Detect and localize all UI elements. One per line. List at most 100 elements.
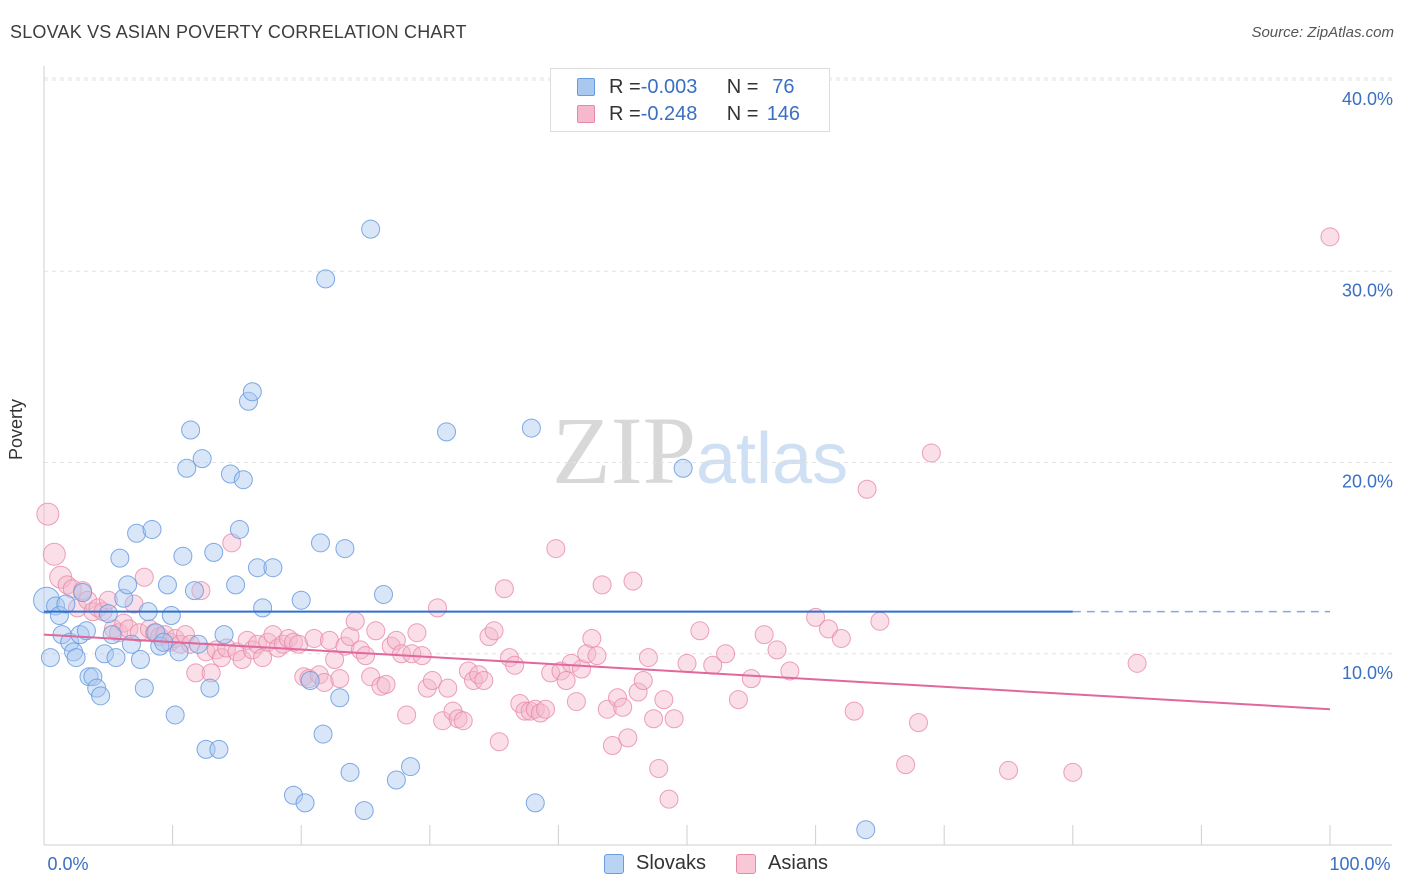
asian-point	[376, 674, 396, 694]
slovak-point	[204, 542, 224, 562]
y-tick-label: 10.0%	[1342, 663, 1393, 683]
slovaks-swatch	[604, 853, 624, 874]
asian-point	[119, 619, 139, 639]
slovak-point	[127, 523, 147, 543]
asian-point	[304, 628, 324, 648]
asian-point	[587, 646, 607, 666]
asian-point	[474, 671, 494, 691]
asian-point	[186, 663, 206, 683]
asian-point	[484, 621, 504, 641]
asian-point	[489, 732, 509, 752]
asian-point	[831, 628, 851, 648]
asian-point	[566, 692, 586, 712]
legend-r-value: -0.248	[640, 102, 698, 125]
asian-point	[458, 661, 478, 681]
slovak-point	[242, 382, 262, 402]
asian-point	[677, 653, 697, 673]
axes	[43, 66, 1392, 846]
slovak-point	[106, 648, 126, 668]
watermark: ZIPatlas	[552, 395, 848, 506]
slovak-point	[181, 420, 201, 440]
legend-row-slovaks: R = -0.003 N = 76	[577, 74, 795, 100]
asian-point	[366, 621, 386, 641]
gridlines	[44, 77, 1392, 655]
y-tick-label: 40.0%	[1342, 89, 1393, 109]
asian-point	[397, 705, 417, 725]
asian-point	[618, 728, 638, 748]
slovak-point	[94, 644, 114, 664]
asian-point	[659, 789, 679, 809]
asians-swatch	[736, 853, 757, 874]
asian-point	[664, 709, 684, 729]
slovak-point	[291, 590, 311, 610]
slovak-point	[169, 642, 189, 662]
asian-point	[134, 567, 154, 587]
legend-n-value: 146	[766, 102, 801, 125]
slovak-point	[316, 269, 336, 289]
asian-point	[242, 640, 262, 660]
asian-point	[780, 661, 800, 681]
asian-point	[908, 713, 928, 733]
asian-point	[556, 671, 576, 691]
slovak-point	[110, 548, 130, 568]
asian-point	[551, 661, 571, 681]
slovak-point	[310, 533, 330, 553]
asian-point	[546, 539, 566, 559]
series-legend-slovaks[interactable]: Slovaks	[604, 852, 706, 875]
slovaks-label: Slovaks	[636, 852, 707, 874]
asian-point	[1320, 227, 1340, 247]
asian-point	[754, 625, 774, 645]
legend-r-label: R =	[609, 75, 641, 98]
slovak-point	[340, 762, 360, 782]
slovak-point	[238, 391, 258, 411]
asian-point	[870, 611, 890, 631]
slovak-point	[856, 820, 876, 840]
asian-point	[654, 690, 674, 710]
asian-point	[314, 672, 334, 692]
asian-point	[582, 628, 602, 648]
slovak-point	[157, 575, 177, 595]
legend-n-value: 76	[766, 75, 795, 98]
slovak-point	[134, 678, 154, 698]
legend-row-asians: R = -0.248 N = 146	[577, 101, 800, 127]
asian-point	[109, 623, 129, 643]
slovak-point	[300, 671, 320, 691]
slovak-point	[354, 801, 374, 821]
asian-point	[464, 671, 484, 691]
asian-point	[644, 709, 664, 729]
asian-point	[438, 678, 458, 698]
asian-point	[623, 571, 643, 591]
asian-point	[505, 655, 525, 675]
slovak-point	[200, 678, 220, 698]
correlation-legend: R = -0.003 N = 76 R = -0.248 N = 146	[550, 68, 830, 132]
legend-swatch-slovaks	[577, 78, 595, 96]
series-legend-asians[interactable]: Asians	[736, 852, 828, 875]
slovak-point	[66, 648, 86, 668]
asian-point	[525, 699, 545, 719]
slovak-point	[209, 739, 229, 759]
asian-point	[253, 648, 273, 668]
slovak-point	[233, 470, 253, 490]
asian-point	[129, 623, 149, 643]
asian-point	[98, 590, 118, 610]
asian-point	[361, 667, 381, 687]
asian-point	[278, 628, 298, 648]
asian-point	[340, 627, 360, 647]
asian-point	[767, 640, 787, 660]
asian-point	[453, 711, 473, 731]
asian-point	[1063, 762, 1083, 782]
asian-point	[806, 607, 826, 627]
trend-lines	[43, 610, 1331, 711]
slovak-point	[295, 793, 315, 813]
slovak-point	[335, 539, 355, 559]
asian-point	[592, 575, 612, 595]
legend-swatch-asians	[577, 105, 595, 123]
slovak-point	[253, 598, 273, 618]
asians-label: Asians	[768, 852, 829, 874]
asian-point	[608, 688, 628, 708]
asian-point	[728, 690, 748, 710]
asian-point	[690, 621, 710, 641]
slovak-point	[177, 458, 197, 478]
slovak-point	[521, 418, 541, 438]
